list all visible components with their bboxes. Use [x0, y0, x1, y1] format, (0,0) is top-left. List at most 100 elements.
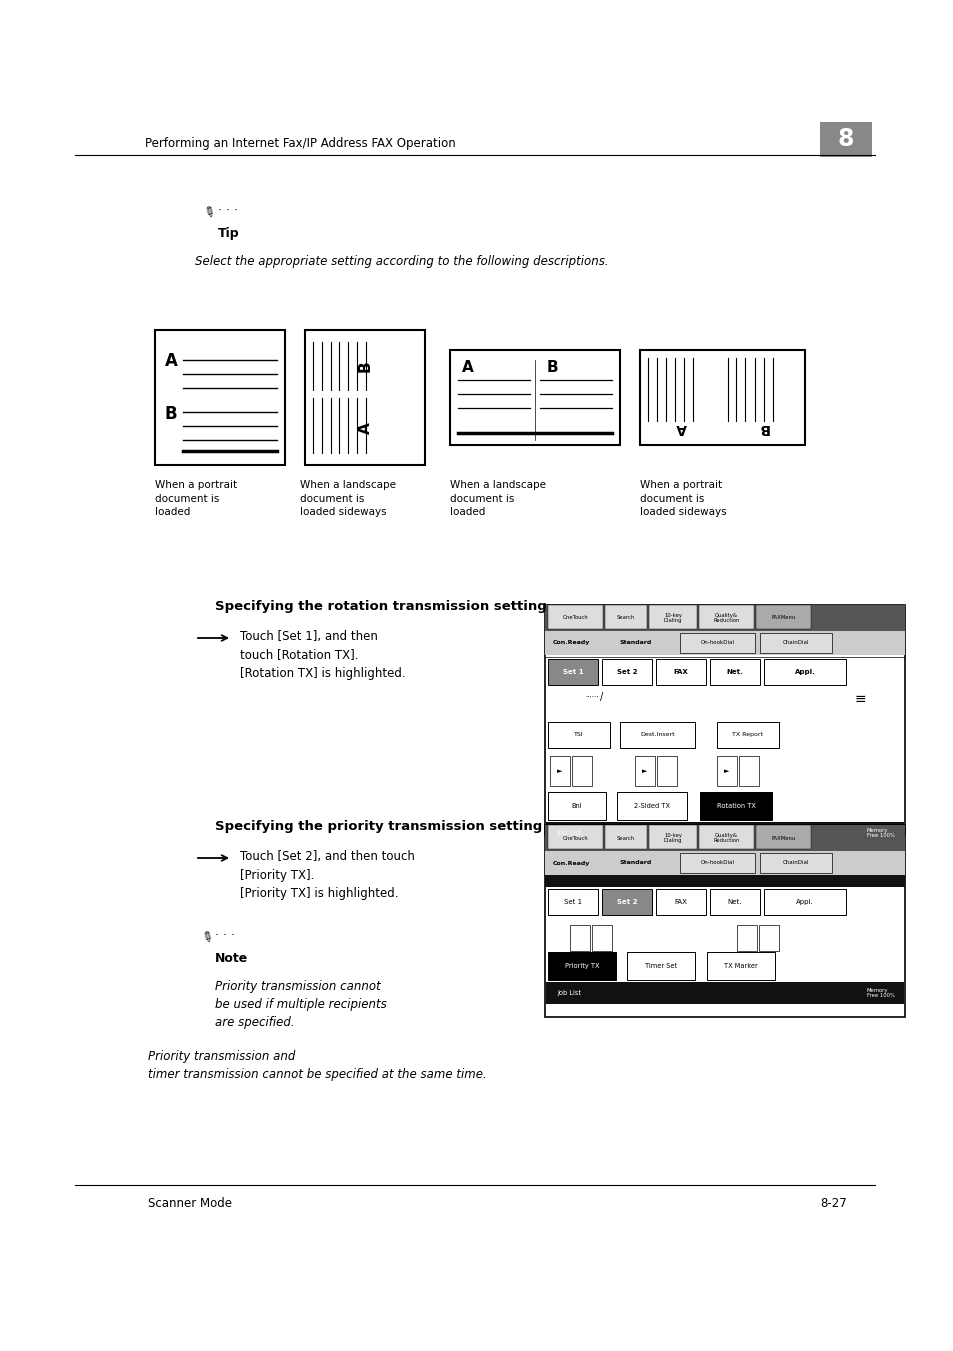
Bar: [545, 982, 903, 1004]
Text: Standard: Standard: [619, 861, 652, 866]
Text: Note: Note: [214, 952, 248, 965]
Text: Timer Set: Timer Set: [644, 963, 677, 969]
Text: 8: 8: [837, 127, 853, 151]
Text: FAXMenu: FAXMenu: [771, 616, 795, 620]
Bar: [737, 925, 757, 951]
Text: ✎: ✎: [200, 205, 217, 223]
Bar: [604, 825, 646, 848]
Bar: [569, 925, 589, 951]
Text: OneTouch: OneTouch: [562, 616, 588, 620]
Bar: [572, 757, 592, 786]
Text: B: B: [546, 359, 558, 376]
Text: . . .: . . .: [214, 925, 234, 938]
Bar: [547, 605, 602, 630]
Text: Quality&
Reduction: Quality& Reduction: [713, 613, 739, 623]
Text: B: B: [758, 422, 768, 435]
Bar: [450, 350, 619, 444]
Bar: [544, 851, 904, 875]
Bar: [759, 925, 779, 951]
Bar: [648, 605, 697, 630]
Bar: [547, 721, 609, 748]
Text: . . .: . . .: [218, 200, 237, 213]
Text: Specifying the rotation transmission setting: Specifying the rotation transmission set…: [214, 600, 546, 613]
Bar: [763, 889, 845, 915]
Text: Touch [Set 2], and then touch
[Priority TX].
[Priority TX] is highlighted.: Touch [Set 2], and then touch [Priority …: [240, 850, 415, 900]
Text: B: B: [165, 405, 177, 423]
Text: When a landscape
document is
loaded: When a landscape document is loaded: [450, 480, 545, 517]
Text: 10-key
Dialing: 10-key Dialing: [663, 834, 681, 843]
Text: Net.: Net.: [726, 669, 742, 676]
Text: Job List: Job List: [557, 830, 580, 836]
Text: When a landscape
document is
loaded sideways: When a landscape document is loaded side…: [299, 480, 395, 517]
Text: FAXMenu: FAXMenu: [771, 835, 795, 840]
Bar: [648, 825, 697, 848]
Text: OneTouch: OneTouch: [562, 835, 588, 840]
Text: On-hookDial: On-hookDial: [700, 640, 734, 646]
Text: Priority TX: Priority TX: [564, 963, 598, 969]
Text: Memory
Free 100%: Memory Free 100%: [866, 988, 894, 998]
Text: 10-key
Dialing: 10-key Dialing: [663, 613, 681, 623]
Text: Specifying the priority transmission setting: Specifying the priority transmission set…: [214, 820, 541, 834]
Text: TSI: TSI: [574, 732, 583, 738]
Bar: [601, 659, 651, 685]
Text: FAX: FAX: [673, 669, 688, 676]
Text: TX Marker: TX Marker: [723, 963, 757, 969]
Bar: [760, 852, 831, 873]
Bar: [617, 792, 686, 820]
Text: Search: Search: [617, 835, 635, 840]
Bar: [820, 122, 871, 157]
Bar: [550, 757, 569, 786]
Bar: [635, 757, 655, 786]
Bar: [547, 659, 598, 685]
Text: Set 1: Set 1: [563, 898, 581, 905]
Text: TX Report: TX Report: [732, 732, 762, 738]
Text: Con.Ready: Con.Ready: [553, 861, 590, 866]
Text: Job List: Job List: [557, 990, 580, 996]
Bar: [717, 721, 779, 748]
Bar: [547, 792, 605, 820]
Text: On-hookDial: On-hookDial: [700, 861, 734, 866]
Bar: [760, 634, 831, 653]
Bar: [755, 825, 810, 848]
Text: ►: ►: [557, 767, 562, 774]
Text: Scanner Mode: Scanner Mode: [148, 1197, 232, 1210]
Bar: [717, 757, 737, 786]
Text: A: A: [675, 422, 686, 435]
Text: ≡: ≡: [854, 692, 865, 707]
Text: ChainDial: ChainDial: [781, 861, 808, 866]
Bar: [547, 952, 616, 979]
Bar: [656, 659, 705, 685]
Text: Dest.Insert: Dest.Insert: [639, 732, 674, 738]
Text: A: A: [357, 422, 372, 434]
Bar: [639, 350, 804, 444]
Text: FAX: FAX: [674, 898, 687, 905]
Bar: [544, 825, 904, 851]
Text: Select the appropriate setting according to the following descriptions.: Select the appropriate setting according…: [194, 255, 608, 267]
Text: Set 2: Set 2: [616, 898, 637, 905]
Bar: [656, 889, 705, 915]
Text: Standard: Standard: [619, 640, 652, 646]
Bar: [626, 952, 695, 979]
Text: Set 2: Set 2: [616, 669, 637, 676]
Text: ......: ......: [584, 692, 598, 698]
Text: When a portrait
document is
loaded: When a portrait document is loaded: [154, 480, 237, 517]
Text: Bnl: Bnl: [571, 802, 581, 809]
Bar: [619, 721, 695, 748]
Text: Priority transmission and
timer transmission cannot be specified at the same tim: Priority transmission and timer transmis…: [148, 1050, 486, 1081]
Bar: [679, 852, 754, 873]
Text: Search: Search: [617, 616, 635, 620]
Bar: [545, 821, 903, 844]
Text: Memory
Free 100%: Memory Free 100%: [866, 828, 894, 838]
Text: /: /: [599, 692, 602, 703]
Bar: [679, 634, 754, 653]
Bar: [755, 605, 810, 630]
Bar: [547, 889, 598, 915]
Bar: [706, 952, 774, 979]
Bar: [601, 889, 651, 915]
Text: ChainDial: ChainDial: [781, 640, 808, 646]
Text: When a portrait
document is
loaded sideways: When a portrait document is loaded sidew…: [639, 480, 726, 517]
Text: ►: ►: [723, 767, 729, 774]
Bar: [699, 825, 753, 848]
Text: A: A: [461, 359, 474, 376]
Bar: [592, 925, 612, 951]
